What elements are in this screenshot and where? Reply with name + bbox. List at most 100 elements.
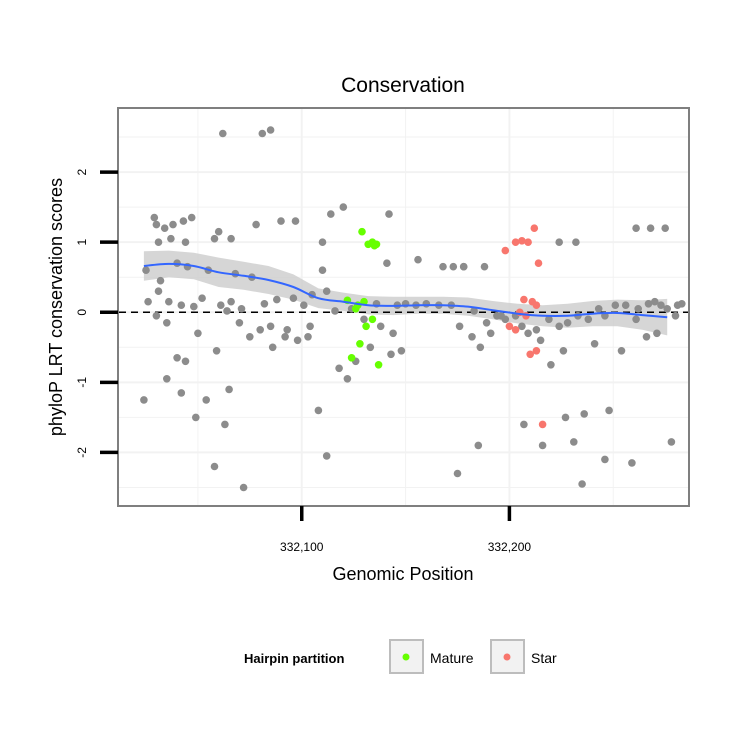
point-other [385,210,393,218]
point-other [154,238,163,246]
point-other [497,312,505,320]
y-tick-label: -1 [75,377,89,388]
point-other [258,129,267,138]
point-star [524,238,532,246]
smooth-ribbon-layer [143,250,668,336]
y-tick-label: 1 [75,239,89,246]
point-other [594,305,603,313]
point-other [142,266,150,275]
point-star [526,350,534,359]
point-other [314,406,323,415]
point-other [486,329,495,338]
point-other [156,276,165,285]
point-other [318,266,327,275]
point-other [212,347,221,355]
point-other [646,224,655,232]
x-axis-label: Genomic Position [332,564,473,584]
point-other [256,326,265,334]
point-other [621,301,630,310]
legend-item-mature: Mature [389,639,474,674]
point-other [545,315,553,324]
point-other [611,301,620,310]
point-other [266,322,275,331]
legend-label-mature: Mature [430,650,474,666]
point-other [468,333,476,341]
point-other [449,262,458,271]
point-other [187,213,196,222]
point-other [605,406,613,415]
point-other [366,343,375,352]
point-other [268,343,277,352]
point-other [237,305,246,313]
point-other [163,375,171,383]
point-other [453,469,462,478]
point-other [144,297,152,306]
point-other [152,220,161,229]
point-star [518,237,526,245]
point-other [563,319,572,327]
point-other [397,347,406,355]
point-other [601,455,609,464]
point-other [194,329,202,338]
point-other [181,238,190,246]
point-mature [358,227,366,236]
point-other [167,234,175,243]
point-other [518,322,526,331]
point-other [584,315,593,324]
y-tick-label: 2 [75,168,89,175]
point-other [536,336,545,345]
point-star [520,295,528,304]
point-other [277,217,285,225]
point-other [227,297,235,306]
point-other [547,361,555,369]
legend-swatch-star [503,653,511,661]
point-other [304,333,312,341]
point-star [538,420,547,429]
point-other [339,203,348,211]
x-tick-label: 332,100 [280,540,324,554]
point-other [266,126,275,134]
point-other [644,300,653,308]
point-other [327,210,335,218]
point-other [152,312,161,320]
point-other [559,347,568,355]
point-other [532,326,541,334]
point-other [482,319,491,327]
point-other [632,224,640,232]
point-mature [347,354,356,362]
point-mature [374,361,383,369]
legend-item-star: Star [490,639,557,674]
point-other [632,315,640,324]
point-other [343,375,352,383]
legend-title: Hairpin partition [244,651,344,666]
point-other [671,312,680,320]
point-other [177,301,186,310]
point-other [459,262,468,271]
point-other [235,319,244,327]
point-other [318,238,327,246]
point-other [252,220,260,229]
point-other [154,287,163,296]
point-other [422,300,431,308]
point-other [293,336,302,345]
point-other [223,307,231,315]
legend-swatch-mature [402,653,410,661]
point-other [335,364,343,373]
point-other [291,217,300,225]
point-other [306,322,314,331]
y-tick-label: 0 [75,309,89,316]
point-other [322,452,331,460]
point-star [511,326,520,334]
point-other [214,227,223,236]
point-other [225,385,233,394]
point-star [532,347,541,355]
point-other [578,480,586,488]
point-other [561,413,570,422]
point-other [628,459,636,467]
point-star [505,322,514,331]
point-other [283,326,292,334]
smooth-trend-line [143,262,668,319]
point-other [572,238,580,246]
point-other [590,340,599,348]
